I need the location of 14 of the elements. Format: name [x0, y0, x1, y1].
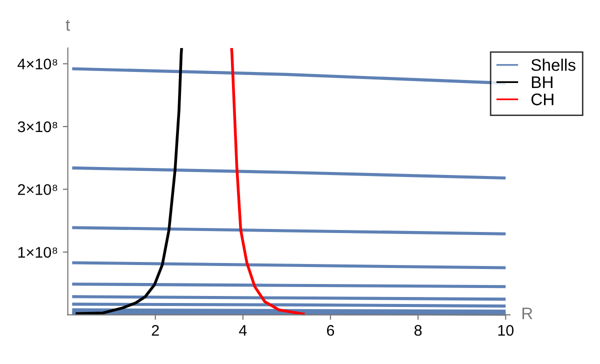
y-tick-label: 1×10⁸	[18, 246, 58, 258]
y-tick-label: 3×10⁸	[18, 121, 58, 132]
x-tick-label: 4	[239, 325, 247, 336]
y-axis-title: t	[66, 20, 70, 31]
x-tick-label: 6	[327, 324, 334, 336]
legend-label: BH	[532, 76, 552, 88]
x-axis-title: R	[522, 308, 532, 320]
x-tick-label: 2	[152, 324, 159, 336]
x-tick-label: 8	[414, 324, 422, 336]
y-tick-label: 2×10⁸	[18, 184, 58, 195]
legend-label: Shells	[531, 58, 576, 71]
y-tick-label: 4×10⁸	[18, 58, 58, 70]
x-tick-label: 10	[498, 324, 514, 336]
legend-label: CH	[531, 94, 554, 106]
